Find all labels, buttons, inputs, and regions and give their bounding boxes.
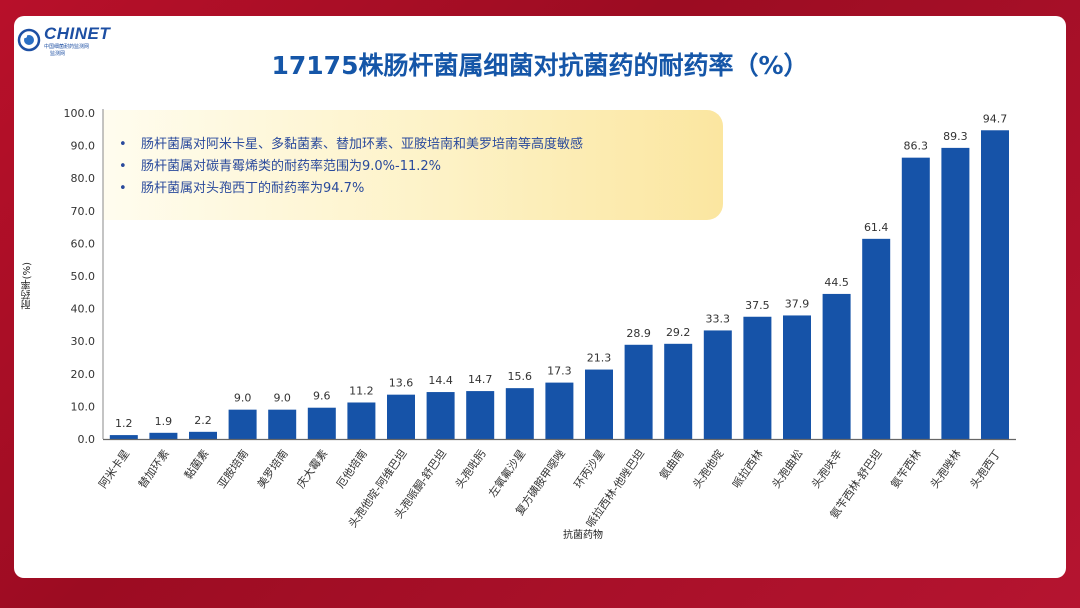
x-axis: 阿米卡星 替加环素 黏菌素 亚胺培南 美罗培南 庆大霉素 厄他培南头孢他啶-阿维巴坦头孢哌酮… [96,438,1016,530]
bar [347,402,376,439]
bar-value-label: 44.5 [824,276,849,289]
bar-series: 1.2 1.9 2.2 9.0 9.0 9.6 11.2 13.6 14.4 14.7 15.6 17… [109,112,1009,440]
bar-value-label: 94.7 [983,112,1008,125]
x-tick-label: 左氧氟沙星 [485,447,528,500]
bar [228,409,257,439]
bar-value-label: 15.6 [508,370,533,383]
globe-icon [17,28,41,52]
bar [981,130,1009,439]
x-tick-label: 阿米卡星 [96,447,132,490]
bar [545,382,574,439]
x-tick-label: 亚胺培南 [214,447,251,491]
bar [703,330,732,439]
bar [505,388,534,439]
bar [466,391,495,439]
bar-value-label: 28.9 [626,327,651,340]
bar-value-label: 9.0 [234,392,252,405]
bar [941,147,970,439]
bar-value-label: 9.6 [313,390,331,403]
bullet-dot: • [119,137,127,152]
bullet-dot: • [119,159,127,174]
bar-value-label: 2.2 [194,414,212,427]
bar [109,435,138,439]
bar-value-label: 21.3 [587,352,612,365]
logo-text: CHINET [44,24,111,43]
y-tick-label: 30.0 [71,335,96,348]
x-tick-label: 氨曲南 [657,447,687,481]
y-tick-label: 90.0 [71,140,96,153]
summary-callout [103,110,723,220]
y-tick-label: 60.0 [71,237,96,250]
bar-value-label: 9.0 [273,392,291,405]
x-tick-label: 头孢吡肟 [453,447,489,490]
bullet-text: 肠杆菌属对阿米卡星、多黏菌素、替加环素、亚胺培南和美罗培南等高度敏感 [141,137,584,152]
y-tick-label: 100.0 [64,107,96,120]
x-tick-label: 头孢他啶 [690,447,727,491]
bar [307,407,336,439]
bullet-item: • 肠杆菌属对头孢西丁的耐药率为94.7% [119,178,583,200]
bar-value-label: 61.4 [864,221,889,234]
x-tick-label: 庆大霉素 [294,447,331,491]
bar [426,392,455,439]
y-tick-label: 40.0 [71,303,96,316]
x-axis-title: 抗菌药物 [563,530,603,541]
bar [822,293,851,439]
bullet-dot: • [119,181,127,196]
logo-subtitle: 中国细菌耐药监测网 [44,44,90,50]
bar-value-label: 11.2 [349,384,374,397]
bullet-item: • 肠杆菌属对阿米卡星、多黏菌素、替加环素、亚胺培南和美罗培南等高度敏感 [119,134,583,156]
bar-value-label: 33.3 [706,312,731,325]
bar-value-label: 1.2 [115,417,133,430]
x-tick-label: 厄他培南 [333,447,370,491]
x-tick-label: 哌拉西林 [729,447,766,491]
bar-value-label: 37.9 [785,297,810,310]
chinet-logo: CHINET 中国细菌耐药监测网 监测网 [16,22,110,60]
bar [189,431,217,439]
bar-value-label: 29.2 [666,326,691,339]
bullet-text: 肠杆菌属对碳青霉烯类的耐药率范围为9.0%-11.2% [141,159,442,174]
bar [624,344,653,439]
bar [387,394,415,439]
bar [901,157,930,440]
logo-subtitle-2: 监测网 [50,51,66,57]
page-title: 17175株肠杆菌属细菌对抗菌药的耐药率（%） [271,51,809,80]
x-tick-label: 替加环素 [135,447,172,491]
y-axis: 0.0 10.0 20.0 30.0 40.0 50.0 60.0 70.0 80.0 90.0 1… [64,107,104,446]
bar-value-label: 86.3 [904,140,929,153]
bullet-text: 肠杆菌属对头孢西丁的耐药率为94.7% [141,181,365,196]
x-tick-label: 黏菌素 [181,447,211,482]
bar [783,315,811,439]
bar [585,369,613,439]
x-tick-label: 氨苄西林 [888,447,925,491]
y-tick-label: 20.0 [71,368,96,381]
bar [268,409,297,439]
x-tick-label: 头孢西丁 [968,447,1004,490]
y-tick-label: 70.0 [71,205,96,218]
bar [149,432,178,439]
summary-bullets: • 肠杆菌属对阿米卡星、多黏菌素、替加环素、亚胺培南和美罗培南等高度敏感 • 肠杆菌… [119,134,583,200]
bar-value-label: 14.7 [468,373,493,386]
y-tick-label: 80.0 [71,172,96,185]
bar [664,343,693,439]
x-tick-label: 头孢唑林 [927,447,964,491]
bar-value-label: 37.5 [745,299,770,312]
x-tick-label: 环丙沙星 [572,447,608,490]
x-tick-label: 头孢曲松 [769,447,806,491]
bar [743,316,772,439]
y-tick-label: 50.0 [71,270,96,283]
y-tick-label: 10.0 [71,400,96,413]
x-tick-label: 美罗培南 [254,447,291,491]
bar-value-label: 14.4 [428,374,453,387]
y-tick-label: 0.0 [78,433,96,446]
slide-card: CHINET 中国细菌耐药监测网 监测网 [14,16,1066,578]
bar [862,238,891,439]
bar-value-label: 89.3 [943,130,968,143]
bar-value-label: 1.9 [155,415,173,428]
x-tick-label: 头孢呋辛 [808,447,845,491]
bar-value-label: 17.3 [547,365,572,378]
y-axis-title: 耐药率(%) [22,262,33,310]
bar-value-label: 13.6 [389,377,414,390]
bullet-item: • 肠杆菌属对碳青霉烯类的耐药率范围为9.0%-11.2% [119,156,583,178]
